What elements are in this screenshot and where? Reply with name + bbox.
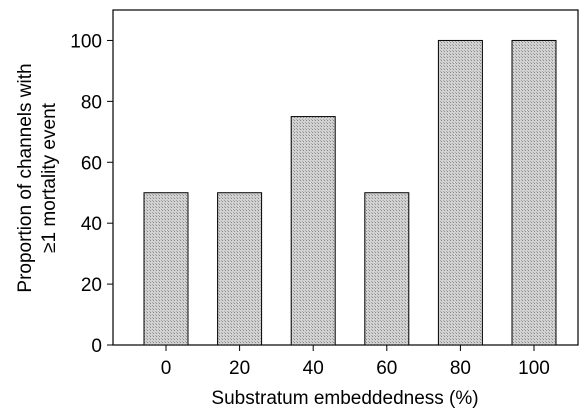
y-axis-label-group: Proportion of channels with ≥1 mortality… xyxy=(15,63,60,292)
bar-100 xyxy=(511,39,557,346)
bar-60 xyxy=(364,192,410,346)
bar-0 xyxy=(143,192,189,346)
x-tick-label-100: 100 xyxy=(518,358,550,379)
y-tick-label-100: 100 xyxy=(70,31,102,52)
x-axis: 0 20 40 60 80 100 xyxy=(161,345,550,379)
y-tick-label-0: 0 xyxy=(91,336,102,357)
plot-frame xyxy=(112,9,579,346)
x-tick-label-80: 80 xyxy=(450,358,471,379)
y-tick-label-40: 40 xyxy=(81,214,102,235)
x-tick-label-20: 20 xyxy=(229,358,250,379)
x-tick-label-0: 0 xyxy=(161,358,172,379)
bars-group xyxy=(143,39,557,346)
y-tick-label-60: 60 xyxy=(81,153,102,174)
bar-40 xyxy=(290,116,336,346)
y-axis-label-line2: ≥1 mortality event xyxy=(39,102,60,253)
y-tick-label-80: 80 xyxy=(81,92,102,113)
x-axis-label: Substratum embeddedness (%) xyxy=(211,388,478,409)
x-tick-label-40: 40 xyxy=(303,358,324,379)
bar-20 xyxy=(217,192,263,346)
y-axis: 0 20 40 60 80 100 xyxy=(70,31,113,357)
x-tick-label-60: 60 xyxy=(376,358,397,379)
y-tick-label-20: 20 xyxy=(81,275,102,296)
y-axis-label-line1: Proportion of channels with xyxy=(15,63,36,292)
bar-80 xyxy=(437,39,483,346)
